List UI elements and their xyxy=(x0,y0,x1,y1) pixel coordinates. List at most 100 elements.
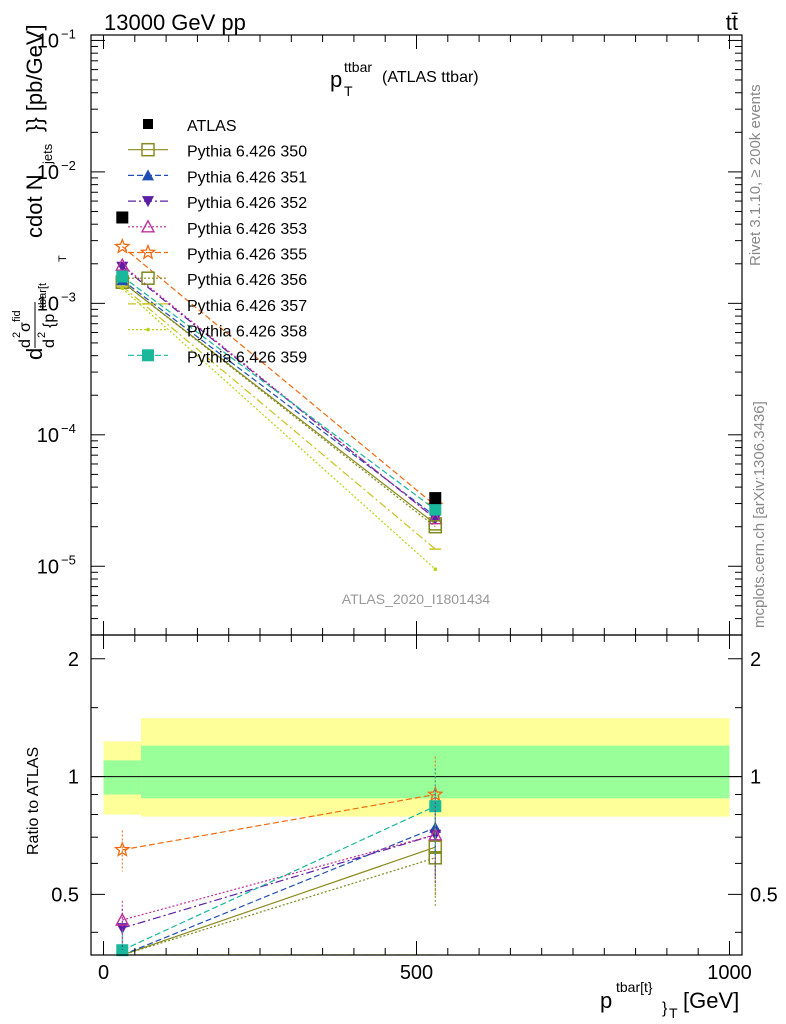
rivet-label: Rivet 3.1.10, ≥ 200k events xyxy=(747,84,764,266)
legend-marker xyxy=(140,219,156,233)
plot-title: p ttbar T (ATLAS ttbar) xyxy=(330,59,479,99)
legend: ATLAS Pythia 6.426 350 Pythia 6.426 351 Pyt… xyxy=(128,118,307,366)
y-tick-label-exponent: −2 xyxy=(61,158,76,173)
series-3-point xyxy=(115,257,130,271)
series-8-point xyxy=(116,270,129,283)
series-3-line xyxy=(121,264,436,520)
xlabel-unit: [GeV] xyxy=(683,988,739,1013)
atlas-data-point xyxy=(116,211,129,224)
series-4-ratio-line xyxy=(122,793,436,851)
x-tick-label: 0 xyxy=(98,962,109,984)
legend-label: Pythia 6.426 351 xyxy=(187,169,307,186)
series-2-line xyxy=(121,266,436,520)
legend-label: Pythia 6.426 353 xyxy=(187,221,307,238)
xlabel-p: p xyxy=(600,988,612,1013)
ylabel-p: {p xyxy=(41,314,58,328)
series-2-ratio-point xyxy=(116,923,129,935)
y-tick-label: 10 xyxy=(37,30,59,52)
ratio-tick-label-right: 0.5 xyxy=(750,884,778,906)
xlabel-t: T xyxy=(669,1005,678,1021)
y-tick-label: 10 xyxy=(37,293,59,315)
mcplots-label: mcplots.cern.ch [arXiv:1306.3436] xyxy=(751,401,768,628)
y-tick-label: 10 xyxy=(37,556,59,578)
ratio-tick-label-left: 2 xyxy=(68,649,79,671)
series-8-ratio-line xyxy=(122,805,436,951)
series-7-point xyxy=(120,286,125,291)
legend-label: Pythia 6.426 357 xyxy=(187,298,307,315)
legend-label: Pythia 6.426 356 xyxy=(187,272,307,289)
ylabel-tbar: tbar[t xyxy=(37,283,49,308)
y-tick-label-exponent: −3 xyxy=(61,289,76,304)
y-tick-label-exponent: −4 xyxy=(61,421,76,436)
series-5-ratio-line xyxy=(122,857,436,955)
ylabel-unit: }} [pb/GeV] xyxy=(22,24,47,132)
series-4-ratio-point xyxy=(113,841,131,857)
ylabel-fid: fid xyxy=(11,310,23,322)
ylabel-jets: jets xyxy=(40,143,55,165)
series-8-line xyxy=(121,276,436,511)
ylabel-cdot: cdot N xyxy=(22,174,47,238)
legend-label: Pythia 6.426 359 xyxy=(187,349,307,366)
ylabel-t: T xyxy=(57,255,69,262)
xlabel-brace: } xyxy=(662,1000,668,1017)
ylabel-sigma: σ xyxy=(17,322,34,332)
title-sub: T xyxy=(344,83,353,99)
series-8-point xyxy=(429,503,442,516)
ratio-tick-label-left: 0.5 xyxy=(51,884,79,906)
title-sup: ttbar xyxy=(344,59,372,75)
series-3-point xyxy=(428,511,443,525)
legend-atlas-label: ATLAS xyxy=(187,118,237,135)
y-tick-label-exponent: −5 xyxy=(61,552,76,567)
ylabel-d: d xyxy=(22,348,47,360)
legend-marker xyxy=(142,349,154,362)
series-8-ratio-point xyxy=(116,944,129,957)
series-0-ratio-line xyxy=(122,846,436,955)
legend-marker xyxy=(142,196,154,208)
ylabel-dd: d xyxy=(41,339,58,348)
legend-label: Pythia 6.426 352 xyxy=(187,195,307,212)
ratio-tick-label-right: 1 xyxy=(750,767,761,789)
y-axis-label-ratio: Ratio to ATLAS xyxy=(25,747,42,855)
series-6-line xyxy=(121,285,436,550)
atlas-data-point xyxy=(429,492,442,505)
y-tick-label: 10 xyxy=(37,425,59,447)
series-3-ratio-line xyxy=(122,834,436,921)
legend-atlas-marker xyxy=(143,119,153,129)
x-axis-label: p tbar[t} } T [GeV] xyxy=(600,979,739,1021)
process-label: tt̄ xyxy=(726,10,738,35)
ylabel-sq: 2 xyxy=(11,332,23,338)
x-tick-label: 1000 xyxy=(707,962,752,984)
y-tick-label: 10 xyxy=(37,162,59,184)
legend-marker xyxy=(139,243,157,260)
legend-marker xyxy=(142,169,154,181)
series-2-ratio-line xyxy=(122,834,436,929)
legend-label: Pythia 6.426 350 xyxy=(187,144,307,161)
series-0-line xyxy=(121,281,436,525)
series-markers xyxy=(113,211,444,957)
axes: 10−110−210−310−410 −50.5 0.51 12 20 500 1000 xyxy=(37,26,778,984)
x-tick-label: 500 xyxy=(400,962,433,984)
y-tick-label-exponent: −1 xyxy=(61,26,76,41)
series-7-point xyxy=(433,567,438,571)
series-1-line xyxy=(121,279,436,517)
legend-label: Pythia 6.426 355 xyxy=(187,247,307,264)
xlabel-sup: tbar[t} xyxy=(616,979,653,995)
analysis-label: ATLAS_2020_I1801434 xyxy=(342,591,491,607)
title-tail: (ATLAS ttbar) xyxy=(382,69,479,86)
ylabel-sq2: 2 xyxy=(36,332,48,338)
stat-uncertainty-band xyxy=(103,760,142,795)
series-4-point xyxy=(113,237,131,254)
series-lines xyxy=(121,246,436,955)
title-main: p xyxy=(330,67,342,92)
legend-marker xyxy=(141,271,155,285)
series-2-point xyxy=(429,513,442,525)
ratio-bands xyxy=(91,718,742,817)
energy-label: 13000 GeV pp xyxy=(104,10,246,35)
legend-marker xyxy=(141,142,155,157)
legend-label: Pythia 6.426 358 xyxy=(187,324,307,341)
series-5-point xyxy=(428,519,443,534)
legend-marker xyxy=(146,327,150,332)
series-4-line xyxy=(121,246,436,506)
ratio-tick-label-right: 2 xyxy=(750,649,761,671)
